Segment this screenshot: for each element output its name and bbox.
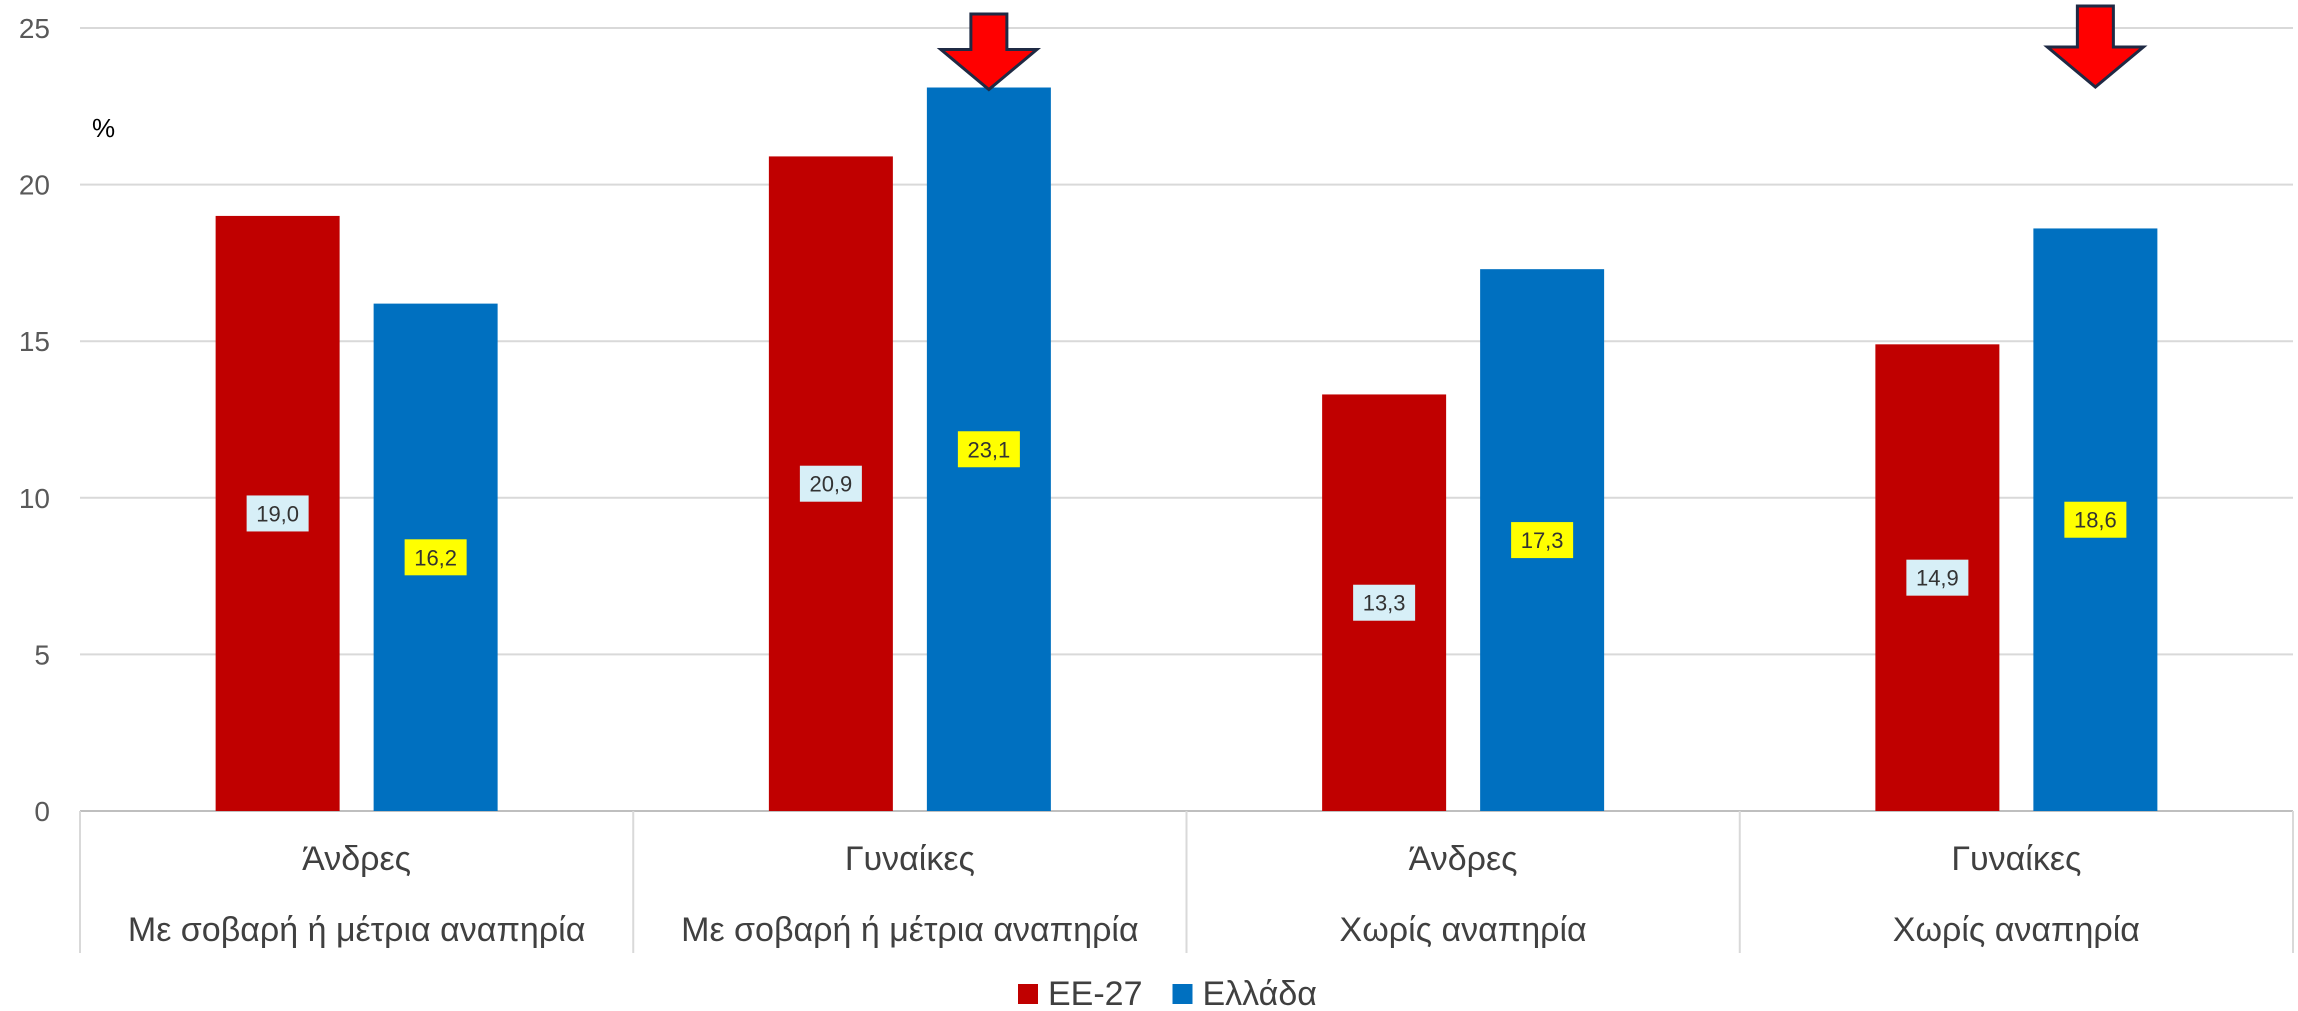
data-label: 18,6 xyxy=(2074,508,2117,533)
category-label-disability: Με σοβαρή ή μέτρια αναπηρία xyxy=(128,911,586,949)
legend: ΕΕ-27 Ελλάδα xyxy=(1018,975,1317,1011)
data-label: 19,0 xyxy=(256,501,299,526)
y-tick-label: 0 xyxy=(34,796,50,827)
data-label-box xyxy=(2064,501,2127,538)
data-labels: 19,0 16,2 20,9 23,1 13,3 17,3 14,9 18,6 xyxy=(246,431,2127,621)
y-tick-label: 20 xyxy=(19,170,50,201)
bars xyxy=(215,87,2158,812)
down-arrow-icon xyxy=(2043,4,2148,89)
data-label-box xyxy=(957,431,1020,468)
data-label: 17,3 xyxy=(1521,528,1564,553)
data-label-box xyxy=(404,539,467,576)
data-label: 13,3 xyxy=(1363,591,1406,616)
category-label-sex: Άνδρες xyxy=(302,840,411,878)
arrow-markers xyxy=(936,4,2148,92)
category-label-sex: Άνδρες xyxy=(1409,840,1518,878)
data-label: 20,9 xyxy=(809,472,852,497)
category-label-sex: Γυναίκες xyxy=(1951,840,2081,878)
y-axis-unit-label: % xyxy=(92,113,115,143)
down-arrow-icon xyxy=(936,12,1042,92)
data-label: 23,1 xyxy=(967,437,1010,462)
data-label-box xyxy=(799,465,862,502)
category-label-disability: Χωρίς αναπηρία xyxy=(1893,911,2140,949)
data-label-box xyxy=(1511,522,1574,559)
legend-swatch xyxy=(1018,984,1038,1004)
legend-label: ΕΕ-27 xyxy=(1048,975,1143,1011)
legend-swatch xyxy=(1172,984,1193,1004)
y-tick-label: 5 xyxy=(34,639,50,670)
y-axis: 0 5 10 15 20 25 xyxy=(19,13,50,827)
x-axis: Άνδρες Με σοβαρή ή μέτρια αναπηρία Γυναίκε… xyxy=(79,811,2294,953)
data-label-box xyxy=(1353,584,1416,621)
category-label-disability: Με σοβαρή ή μέτρια αναπηρία xyxy=(681,911,1139,949)
data-label: 14,9 xyxy=(1916,566,1959,591)
data-label-box xyxy=(246,495,309,532)
category-label-disability: Χωρίς αναπηρία xyxy=(1340,911,1587,949)
y-tick-label: 10 xyxy=(19,483,50,514)
data-label: 16,2 xyxy=(414,545,457,570)
y-tick-label: 15 xyxy=(19,326,50,357)
legend-label: Ελλάδα xyxy=(1203,975,1317,1011)
category-label-sex: Γυναίκες xyxy=(845,840,975,878)
data-label-box xyxy=(1906,559,1969,596)
y-tick-label: 25 xyxy=(19,13,50,44)
